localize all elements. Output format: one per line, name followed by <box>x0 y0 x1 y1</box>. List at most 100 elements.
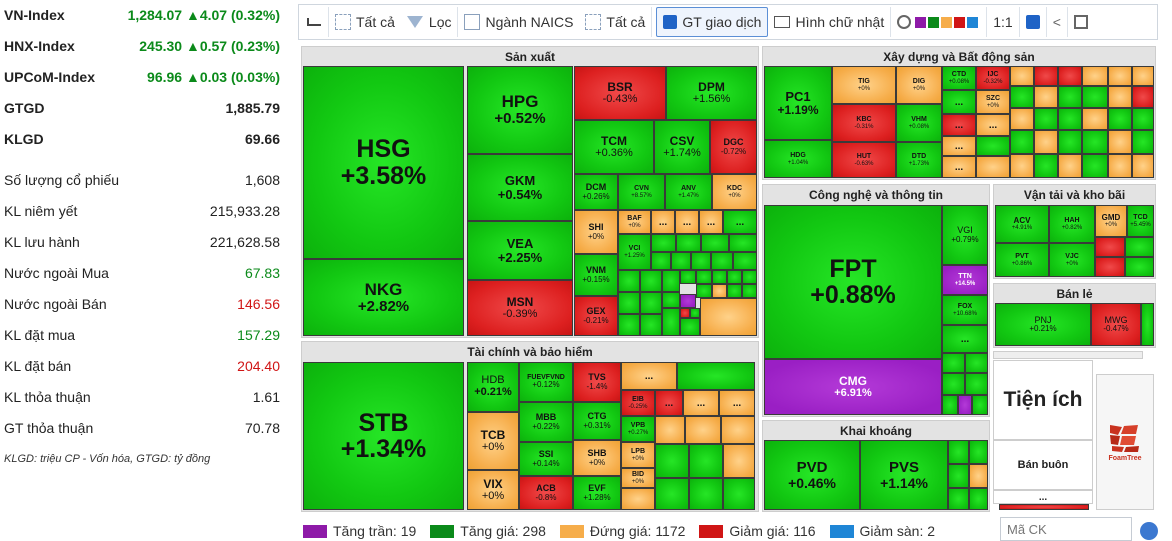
tile-small[interactable] <box>1010 130 1034 154</box>
tile-small[interactable] <box>727 270 742 284</box>
legend-item-flat[interactable]: Đứng giá: 1172 <box>559 523 685 539</box>
ticker-search-input[interactable] <box>1000 517 1132 541</box>
tile-KBC[interactable]: KBC -0.31% <box>832 104 896 142</box>
tile-MBB[interactable]: MBB +0.22% <box>519 402 573 442</box>
tile-TCM[interactable]: TCM +0.36% <box>574 120 654 174</box>
tile-TVS[interactable]: TVS -1.4% <box>573 362 621 402</box>
industry-button[interactable]: Ngành NAICS <box>458 7 579 37</box>
tile-small[interactable] <box>1010 154 1034 178</box>
tile-MSN[interactable]: MSN -0.39% <box>467 280 573 336</box>
tile-small[interactable] <box>1132 66 1154 86</box>
tile-small[interactable] <box>1141 303 1154 346</box>
tile-small[interactable] <box>1108 154 1132 178</box>
trade-value-button[interactable]: GT giao dịch <box>656 7 769 37</box>
tile-small[interactable] <box>618 270 640 292</box>
tile-CTG[interactable]: CTG +0.31% <box>573 402 621 440</box>
tile-small[interactable] <box>640 270 662 292</box>
tile-small[interactable] <box>621 488 655 510</box>
tile-small[interactable] <box>1058 66 1082 86</box>
tile-small[interactable] <box>1108 86 1132 108</box>
tile-SSI[interactable]: SSI +0.14% <box>519 442 573 476</box>
tile-TIG[interactable]: TIG +0% <box>832 66 896 104</box>
color-scheme-button[interactable] <box>891 7 988 37</box>
tile-PVD[interactable]: PVD +0.46% <box>764 440 860 510</box>
legend-item-floor[interactable]: Giảm sàn: 2 <box>829 523 935 539</box>
legend-item-ceiling[interactable]: Tăng trần: 19 <box>303 523 416 539</box>
tile-IJC[interactable]: IJC -0.32% <box>976 66 1010 90</box>
tile-small[interactable]: ... <box>942 156 976 178</box>
tile-small[interactable] <box>1058 130 1082 154</box>
tile-TTN[interactable]: TTN +14.5% <box>942 265 988 295</box>
tile-small[interactable] <box>742 270 757 284</box>
tile-small[interactable] <box>999 504 1089 510</box>
rectangle-layout-button[interactable]: Hình chữ nhật <box>768 7 892 37</box>
sector-utilities[interactable]: Tiện ích <box>993 360 1093 440</box>
tile-small[interactable] <box>651 234 676 252</box>
tile-small[interactable] <box>712 270 727 284</box>
tile-small[interactable] <box>690 308 700 318</box>
tile-small[interactable] <box>655 478 689 510</box>
share-button[interactable]: < <box>1047 7 1068 37</box>
tile-small[interactable] <box>680 308 690 318</box>
tile-FPT[interactable]: FPT +0.88% <box>764 205 942 359</box>
tile-small[interactable] <box>1108 130 1132 154</box>
tile-DCM[interactable]: DCM +0.26% <box>574 174 618 210</box>
tile-small[interactable] <box>1082 66 1108 86</box>
tile-small[interactable] <box>640 314 662 336</box>
tile-VHM[interactable]: VHM +0.08% <box>896 104 942 142</box>
tile-TCB[interactable]: TCB +0% <box>467 412 519 470</box>
tile-BSR[interactable]: BSR -0.43% <box>574 66 666 120</box>
tile-small[interactable] <box>1125 237 1154 257</box>
tile-small[interactable] <box>729 234 757 252</box>
tile-small[interactable] <box>942 373 965 395</box>
tile-VCI[interactable]: VCI +1.25% <box>618 234 651 270</box>
save-button[interactable] <box>1020 7 1047 37</box>
tile-VIX[interactable]: VIX +0% <box>467 470 519 510</box>
tile-small[interactable] <box>671 252 691 270</box>
tile-small[interactable] <box>1034 130 1058 154</box>
tile-small[interactable]: ... <box>723 210 757 234</box>
tile-DGC[interactable]: DGC -0.72% <box>710 120 757 174</box>
tile-CSV[interactable]: CSV +1.74% <box>654 120 710 174</box>
tile-KDC[interactable]: KDC +0% <box>712 174 757 210</box>
tile-small[interactable]: ... <box>621 362 677 390</box>
tile-small[interactable]: ... <box>942 90 976 114</box>
tile-HPG[interactable]: HPG +0.52% <box>467 66 573 154</box>
tile-small[interactable] <box>948 488 969 510</box>
select-all-button[interactable]: Tất cả <box>329 7 401 37</box>
tile-small[interactable] <box>662 292 680 308</box>
tile-small[interactable] <box>651 252 671 270</box>
tile-small[interactable] <box>948 440 969 464</box>
collapsed-sector[interactable]: ... <box>993 490 1093 504</box>
tile-HDB[interactable]: HDB +0.21% <box>467 362 519 412</box>
tile-SHB[interactable]: SHB +0% <box>573 440 621 476</box>
tile-small[interactable] <box>618 314 640 336</box>
tile-VJC[interactable]: VJC +0% <box>1049 243 1095 277</box>
tile-small[interactable] <box>696 270 712 284</box>
tile-small[interactable]: ... <box>942 325 988 353</box>
legend-item-up[interactable]: Tăng giá: 298 <box>430 523 546 539</box>
tile-small[interactable] <box>1132 86 1154 108</box>
tile-small[interactable] <box>972 395 988 415</box>
tile-DIG[interactable]: DIG +0% <box>896 66 942 104</box>
tile-PVS[interactable]: PVS +1.14% <box>860 440 948 510</box>
tile-small[interactable] <box>689 478 723 510</box>
collapsed-sector[interactable] <box>993 351 1143 359</box>
tile-HUT[interactable]: HUT -0.63% <box>832 142 896 178</box>
tile-small[interactable] <box>1082 86 1108 108</box>
tile-ACB[interactable]: ACB -0.8% <box>519 476 573 510</box>
tile-small[interactable] <box>1010 86 1034 108</box>
tile-small[interactable] <box>723 444 755 478</box>
tile-PNJ[interactable]: PNJ +0.21% <box>995 303 1091 346</box>
tile-small[interactable] <box>1095 257 1125 277</box>
collapse-button[interactable] <box>299 7 329 37</box>
tile-small[interactable]: ... <box>683 390 719 416</box>
tile-small[interactable] <box>742 284 757 298</box>
tile-cluster[interactable] <box>700 298 757 336</box>
tile-small[interactable] <box>942 353 965 373</box>
tile-small[interactable] <box>1108 66 1132 86</box>
globe-icon[interactable] <box>1140 522 1158 540</box>
tile-small[interactable] <box>1082 130 1108 154</box>
tile-small[interactable] <box>723 478 755 510</box>
tile-MWG[interactable]: MWG -0.47% <box>1091 303 1141 346</box>
